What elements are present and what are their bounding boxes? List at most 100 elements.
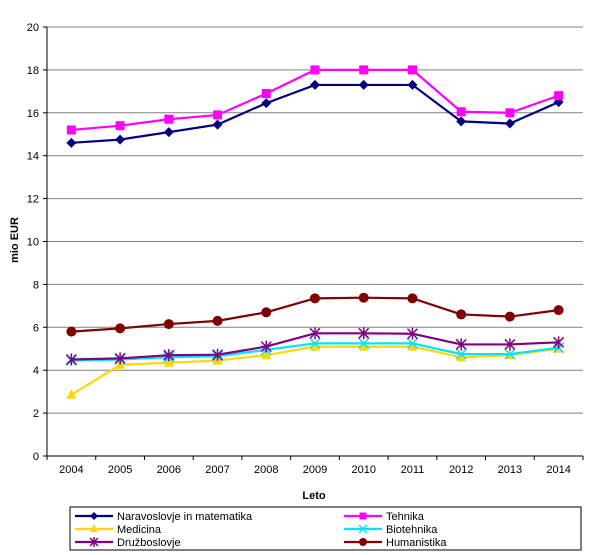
y-tick-label: 8 bbox=[33, 279, 39, 291]
y-tick-label: 16 bbox=[27, 108, 39, 120]
data-point bbox=[358, 340, 369, 351]
data-point bbox=[504, 338, 516, 351]
data-point bbox=[359, 512, 367, 520]
x-tick-label: 2004 bbox=[59, 464, 83, 476]
data-point bbox=[406, 327, 418, 340]
data-point bbox=[310, 65, 320, 75]
data-point bbox=[212, 119, 223, 130]
series-5 bbox=[66, 292, 564, 337]
data-point bbox=[261, 98, 272, 109]
series bbox=[65, 65, 565, 399]
data-point bbox=[553, 336, 565, 349]
y-tick-label: 14 bbox=[27, 151, 39, 163]
data-point-stroke bbox=[358, 524, 368, 534]
data-point bbox=[504, 311, 515, 322]
data-point bbox=[456, 116, 467, 127]
data-point bbox=[359, 65, 369, 75]
y-tick-labels: 0 2 4 6 8 10 12 14 16 18 20 bbox=[27, 22, 39, 463]
legend: Naravoslovje in matematika Tehnika Medicin… bbox=[69, 506, 582, 551]
x-tick-labels: 2004 2005 2006 2007 2008 2009 2010 2011 2012 2013… bbox=[59, 464, 571, 476]
legend-item: Družboslovje bbox=[75, 537, 181, 549]
data-point bbox=[261, 88, 271, 98]
data-point bbox=[358, 327, 370, 340]
data-point bbox=[163, 127, 174, 138]
data-point bbox=[309, 327, 321, 340]
x-tick-label: 2008 bbox=[254, 464, 278, 476]
data-point bbox=[407, 340, 418, 351]
data-point-stroke bbox=[406, 337, 418, 349]
y-axis-title: mio EUR bbox=[9, 217, 21, 263]
data-point bbox=[213, 110, 223, 120]
legend-item: Humanistika bbox=[344, 537, 447, 549]
legend-label: Biotehnika bbox=[386, 524, 438, 536]
data-point bbox=[114, 352, 126, 365]
data-point-stroke bbox=[309, 337, 321, 349]
x-tick-label: 2009 bbox=[303, 464, 327, 476]
data-point bbox=[358, 79, 369, 90]
legend-label: Humanistika bbox=[386, 537, 447, 549]
legend-label: Družboslovje bbox=[117, 537, 181, 549]
legend-item: Naravoslovje in matematika bbox=[75, 511, 253, 523]
x-tick-label: 2010 bbox=[351, 464, 375, 476]
data-point bbox=[66, 326, 77, 337]
series-line bbox=[71, 68, 560, 132]
legend-label: Naravoslovje in matematika bbox=[117, 511, 253, 523]
data-point bbox=[505, 108, 515, 118]
data-point bbox=[310, 340, 320, 351]
data-point bbox=[456, 351, 467, 362]
x-tick-label: 2005 bbox=[108, 464, 132, 476]
y-tick-label: 2 bbox=[33, 408, 39, 420]
series-1 bbox=[66, 65, 564, 135]
data-point bbox=[554, 91, 564, 101]
data-point bbox=[309, 337, 321, 349]
series-line bbox=[71, 83, 560, 144]
data-point bbox=[407, 293, 418, 304]
data-point bbox=[164, 114, 174, 124]
data-point bbox=[66, 137, 77, 148]
data-point bbox=[456, 309, 467, 320]
data-point bbox=[504, 348, 516, 360]
data-point bbox=[455, 348, 467, 360]
data-point bbox=[115, 323, 126, 334]
x-tick-label: 2006 bbox=[157, 464, 181, 476]
x-tick-label: 2011 bbox=[401, 464, 425, 476]
legend-label: Tehnika bbox=[386, 511, 425, 523]
data-point bbox=[406, 337, 418, 349]
x-tick-label: 2013 bbox=[498, 464, 522, 476]
data-point bbox=[358, 524, 368, 534]
axes bbox=[43, 26, 584, 460]
data-point bbox=[66, 125, 76, 135]
data-point bbox=[455, 338, 467, 351]
series-4 bbox=[65, 327, 565, 366]
data-point-stroke bbox=[455, 348, 467, 360]
data-point bbox=[163, 349, 175, 362]
legend-item: Medicina bbox=[75, 524, 162, 536]
data-point bbox=[89, 537, 99, 547]
legend-label: Medicina bbox=[117, 524, 162, 536]
data-point bbox=[115, 134, 126, 145]
data-point bbox=[407, 65, 417, 75]
data-point bbox=[90, 524, 98, 532]
series-3 bbox=[65, 337, 565, 367]
data-point bbox=[163, 356, 174, 367]
data-point bbox=[66, 388, 77, 399]
data-point bbox=[163, 319, 174, 330]
data-point bbox=[310, 79, 320, 90]
y-tick-label: 0 bbox=[33, 451, 39, 463]
data-point bbox=[407, 79, 418, 90]
data-point bbox=[456, 107, 466, 117]
x-tick-label: 2014 bbox=[546, 464, 570, 476]
data-point bbox=[261, 307, 272, 318]
data-point bbox=[261, 349, 272, 360]
data-point bbox=[358, 292, 369, 303]
y-tick-label: 12 bbox=[27, 194, 39, 206]
series-0 bbox=[66, 79, 564, 148]
data-point bbox=[504, 118, 515, 129]
data-point bbox=[65, 353, 77, 366]
data-point bbox=[115, 121, 125, 131]
y-tick-label: 6 bbox=[33, 322, 39, 334]
data-point-stroke bbox=[358, 337, 370, 349]
legend-item: Tehnika bbox=[344, 511, 425, 523]
data-point bbox=[212, 348, 224, 361]
